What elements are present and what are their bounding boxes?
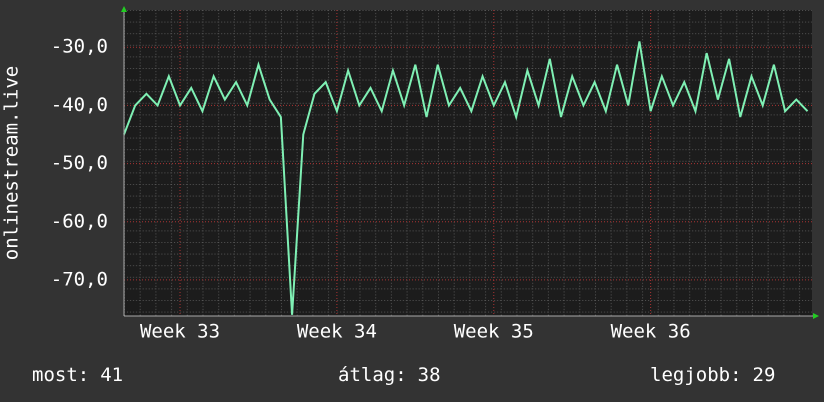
stat: most: 41 [32, 364, 123, 386]
stat: legjobb: 29 [650, 364, 775, 386]
y-arrow [121, 6, 127, 12]
stat-label: most: [32, 364, 89, 386]
y-tick-label: -30,0 [51, 36, 108, 58]
stat: átlag: 38 [338, 364, 441, 386]
y-tick-label: -50,0 [51, 152, 108, 174]
x-tick-label: Week 33 [140, 321, 220, 343]
stat-value: 41 [100, 364, 123, 386]
stat-label: átlag: [338, 364, 407, 386]
stat-value: 38 [418, 364, 441, 386]
x-arrow [813, 313, 819, 319]
y-tick-label: -40,0 [51, 94, 108, 116]
y-tick-label: -70,0 [51, 268, 108, 290]
minor-grid [124, 10, 812, 316]
x-tick-label: Week 35 [454, 321, 534, 343]
plot-layer [123, 10, 812, 316]
y-axis-title: onlinestream.live [1, 66, 23, 260]
stat-label: legjobb: [650, 364, 742, 386]
x-tick-label: Week 34 [297, 321, 377, 343]
series-line [123, 41, 809, 315]
x-tick-label: Week 36 [611, 321, 691, 343]
y-tick-label: -60,0 [51, 210, 108, 232]
stat-value: 29 [753, 364, 776, 386]
